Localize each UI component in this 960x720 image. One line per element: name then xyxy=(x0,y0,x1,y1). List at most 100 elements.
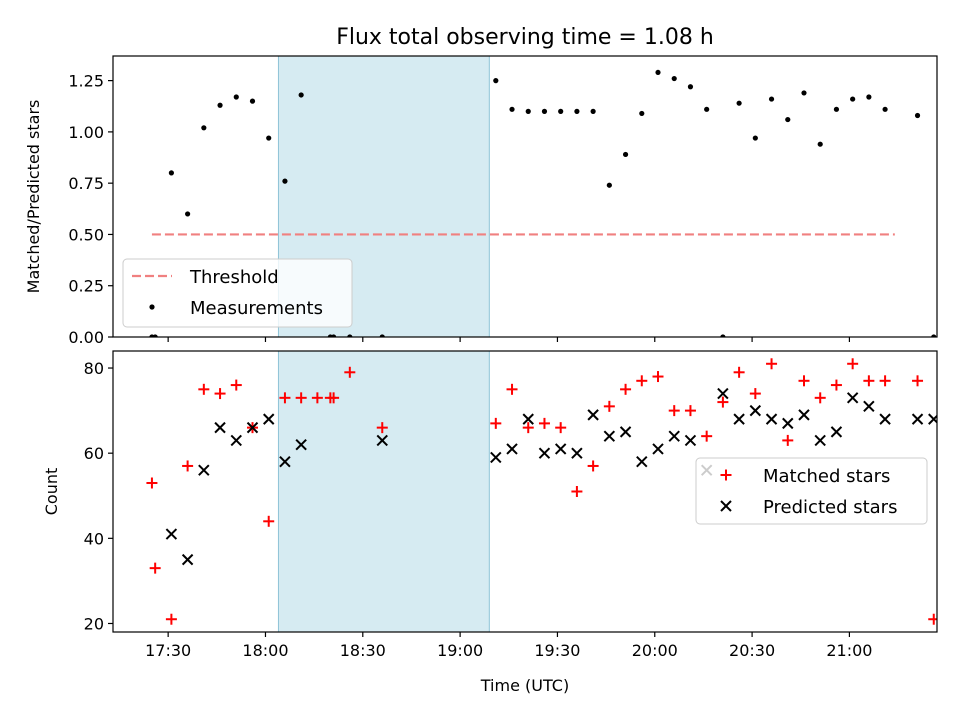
matched-star-marker xyxy=(814,392,826,404)
predicted-marker-b xyxy=(798,409,810,421)
predicted-marker-b xyxy=(684,434,697,447)
measurement-point xyxy=(168,170,174,176)
legend: Threshold Measurements xyxy=(122,258,353,328)
predicted-marker-b xyxy=(263,413,275,425)
predicted-marker-b xyxy=(814,434,826,447)
predicted-star-marker xyxy=(198,464,210,476)
matched-star-marker xyxy=(571,486,583,497)
matched-star-marker xyxy=(766,358,778,370)
measurement-point xyxy=(266,135,272,141)
x-tick-label: 18:30 xyxy=(340,641,386,660)
legend-predicted-swatch-b xyxy=(720,500,732,512)
predicted-marker-b xyxy=(782,417,794,430)
predicted-marker-b xyxy=(863,400,875,413)
matched-star-marker xyxy=(311,392,323,404)
measurement-point xyxy=(931,334,937,337)
predicted-star-marker xyxy=(554,443,567,455)
predicted-marker-b xyxy=(765,413,778,425)
measurement-point xyxy=(947,334,952,339)
predicted-marker-b xyxy=(571,447,583,459)
predicted-marker-b xyxy=(603,430,616,442)
x-tick-label: 19:30 xyxy=(534,641,580,660)
measurement-point xyxy=(201,125,207,131)
matched-star-marker xyxy=(165,613,177,625)
predicted-star-marker xyxy=(214,421,226,434)
predicted-marker-b xyxy=(733,413,745,425)
matched-star-marker xyxy=(879,375,891,387)
predicted-marker-b xyxy=(522,413,534,425)
measurement-point xyxy=(152,334,158,337)
legend-measurement-swatch xyxy=(149,304,155,310)
predicted-star-marker xyxy=(863,400,875,413)
matched-star-marker xyxy=(587,460,599,472)
measurement-point xyxy=(347,334,353,337)
legend-measurement-label: Measurements xyxy=(190,298,323,319)
legend-predicted-label: Predicted stars xyxy=(763,497,897,518)
measurement-point xyxy=(671,75,677,82)
predicted-star-marker xyxy=(165,528,178,540)
matched-star-marker xyxy=(749,388,761,400)
matched-star-marker xyxy=(279,392,291,404)
predicted-star-marker xyxy=(928,413,937,425)
measurement-point xyxy=(185,211,191,217)
matched-star-marker xyxy=(182,460,194,472)
predicted-star-marker xyxy=(522,413,534,425)
matched-star-marker xyxy=(214,388,226,400)
measurement-point xyxy=(736,100,742,106)
matched-star-marker xyxy=(263,515,275,527)
predicted-marker-b xyxy=(928,414,937,425)
ratio-panel: 0.00 0.25 0.50 0.75 1.00 1.25 Matched/Predicte… xyxy=(24,55,952,347)
measurement-point xyxy=(639,110,645,117)
predicted-star-marker xyxy=(733,413,745,425)
predicted-marker-b xyxy=(181,553,194,566)
matched-star-marker xyxy=(733,366,745,378)
x-axis-label: Time (UTC) xyxy=(480,676,569,695)
predicted-star-marker xyxy=(846,392,859,404)
matched-star-marker xyxy=(555,422,567,434)
predicted-star-marker xyxy=(376,434,388,447)
predicted-marker-b xyxy=(490,451,502,464)
y-tick-label: 80 xyxy=(84,359,104,378)
predicted-star-marker xyxy=(798,409,810,421)
observing-window-band xyxy=(277,350,490,633)
measurement-point xyxy=(914,112,921,119)
measurement-point xyxy=(704,106,710,112)
predicted-marker-b xyxy=(376,434,388,447)
predicted-star-marker xyxy=(782,417,794,430)
predicted-star-marker xyxy=(571,447,583,459)
y-tick-label: 0.50 xyxy=(68,225,104,244)
measurement-point xyxy=(493,78,499,84)
x-tick-label: 18:00 xyxy=(242,641,288,660)
matched-star-marker xyxy=(636,375,648,387)
predicted-star-marker xyxy=(263,413,275,425)
predicted-star-marker xyxy=(603,430,616,442)
measurement-point xyxy=(850,96,856,102)
measurement-point xyxy=(768,96,775,102)
y-tick-label: 1.00 xyxy=(68,123,104,142)
matched-star-marker xyxy=(912,375,924,387)
predicted-star-marker xyxy=(490,451,502,464)
matched-star-marker xyxy=(944,614,955,625)
measurement-point xyxy=(866,94,872,100)
matched-star-marker xyxy=(538,417,550,429)
predicted-marker-b xyxy=(279,455,291,468)
predicted-star-marker xyxy=(684,434,697,447)
predicted-marker-b xyxy=(945,414,955,424)
measurement-point xyxy=(882,106,888,112)
predicted-marker-b xyxy=(636,455,648,468)
matched-star-marker xyxy=(684,405,696,417)
y-tick-label: 60 xyxy=(84,444,104,463)
predicted-marker-b xyxy=(652,443,664,455)
predicted-marker-b xyxy=(295,438,307,451)
legend-threshold-label: Threshold xyxy=(189,267,279,288)
measurement-point xyxy=(233,94,239,100)
matched-star-marker xyxy=(295,392,307,404)
matched-star-marker xyxy=(490,417,502,429)
y-tick-label: 0.00 xyxy=(68,328,104,347)
predicted-marker-b xyxy=(246,421,259,434)
matched-star-marker xyxy=(717,396,729,408)
matched-star-marker xyxy=(230,379,242,391)
matched-star-marker xyxy=(603,400,615,412)
predicted-star-marker xyxy=(587,409,599,421)
